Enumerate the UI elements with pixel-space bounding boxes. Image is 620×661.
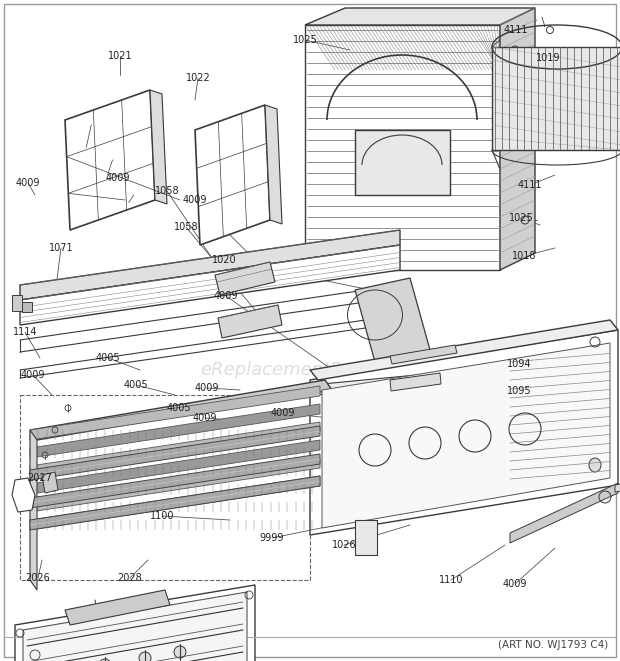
- Polygon shape: [30, 430, 37, 590]
- Text: 4005: 4005: [95, 353, 120, 363]
- Text: 9999: 9999: [260, 533, 284, 543]
- Polygon shape: [215, 262, 275, 295]
- Polygon shape: [30, 386, 320, 440]
- Polygon shape: [310, 330, 618, 535]
- Text: 1094: 1094: [507, 359, 531, 369]
- Polygon shape: [322, 343, 610, 528]
- Polygon shape: [30, 458, 320, 512]
- Text: 1100: 1100: [150, 511, 174, 521]
- Text: 4009: 4009: [193, 413, 217, 423]
- Polygon shape: [42, 472, 58, 493]
- Text: 1110: 1110: [439, 575, 463, 585]
- Text: 4009: 4009: [183, 195, 207, 205]
- Text: 2028: 2028: [118, 573, 143, 583]
- Text: 1019: 1019: [536, 53, 560, 63]
- Polygon shape: [615, 480, 620, 492]
- Polygon shape: [4, 4, 616, 657]
- Text: 1018: 1018: [512, 251, 536, 261]
- Text: 4009: 4009: [20, 370, 45, 380]
- Ellipse shape: [99, 659, 111, 661]
- Text: 1071: 1071: [49, 243, 73, 253]
- Polygon shape: [310, 320, 618, 380]
- Polygon shape: [30, 454, 320, 508]
- Polygon shape: [20, 245, 400, 325]
- Polygon shape: [65, 590, 170, 625]
- Polygon shape: [355, 130, 450, 195]
- Text: 1026: 1026: [332, 540, 356, 550]
- Polygon shape: [12, 478, 35, 512]
- Polygon shape: [20, 230, 400, 300]
- Polygon shape: [22, 302, 32, 312]
- Text: 1095: 1095: [507, 386, 531, 396]
- Text: 1025: 1025: [508, 213, 533, 223]
- Text: 4111: 4111: [503, 25, 528, 35]
- Text: 4009: 4009: [503, 579, 527, 589]
- Polygon shape: [30, 380, 332, 440]
- Polygon shape: [12, 295, 22, 311]
- Text: 4005: 4005: [167, 403, 192, 413]
- Ellipse shape: [174, 646, 186, 658]
- Text: 4005: 4005: [123, 380, 148, 390]
- Text: 1021: 1021: [108, 51, 132, 61]
- Polygon shape: [265, 105, 282, 224]
- Polygon shape: [390, 345, 457, 364]
- Text: 4111: 4111: [518, 180, 542, 190]
- Polygon shape: [500, 8, 535, 270]
- Polygon shape: [30, 476, 320, 530]
- Polygon shape: [492, 47, 620, 150]
- Text: 1020: 1020: [211, 255, 236, 265]
- Polygon shape: [510, 483, 618, 543]
- Text: 2026: 2026: [25, 573, 50, 583]
- Polygon shape: [280, 358, 598, 398]
- Polygon shape: [65, 90, 155, 230]
- Text: 4009: 4009: [271, 408, 295, 418]
- Text: 1114: 1114: [13, 327, 37, 337]
- Polygon shape: [355, 520, 377, 555]
- Polygon shape: [30, 404, 320, 458]
- Polygon shape: [15, 585, 255, 661]
- Polygon shape: [30, 422, 320, 476]
- Polygon shape: [305, 8, 535, 25]
- Text: 1025: 1025: [293, 35, 317, 45]
- Polygon shape: [195, 105, 270, 245]
- Polygon shape: [390, 373, 441, 391]
- Text: 1022: 1022: [185, 73, 210, 83]
- Text: 2027: 2027: [27, 473, 53, 483]
- Text: 1058: 1058: [174, 222, 198, 232]
- Ellipse shape: [139, 652, 151, 661]
- Polygon shape: [30, 440, 320, 494]
- Text: eReplacementParts.com: eReplacementParts.com: [200, 361, 420, 379]
- Text: 4009: 4009: [16, 178, 40, 188]
- Polygon shape: [218, 305, 282, 338]
- Text: 4009: 4009: [106, 173, 130, 183]
- Text: 4009: 4009: [214, 291, 238, 301]
- Text: 1058: 1058: [154, 186, 179, 196]
- Ellipse shape: [589, 458, 601, 472]
- Text: (ART NO. WJ1793 C4): (ART NO. WJ1793 C4): [498, 640, 608, 650]
- Polygon shape: [355, 278, 430, 362]
- Polygon shape: [23, 592, 247, 661]
- Text: 4009: 4009: [195, 383, 219, 393]
- Polygon shape: [305, 25, 500, 270]
- Polygon shape: [150, 90, 167, 204]
- Polygon shape: [30, 426, 320, 480]
- Polygon shape: [30, 476, 320, 530]
